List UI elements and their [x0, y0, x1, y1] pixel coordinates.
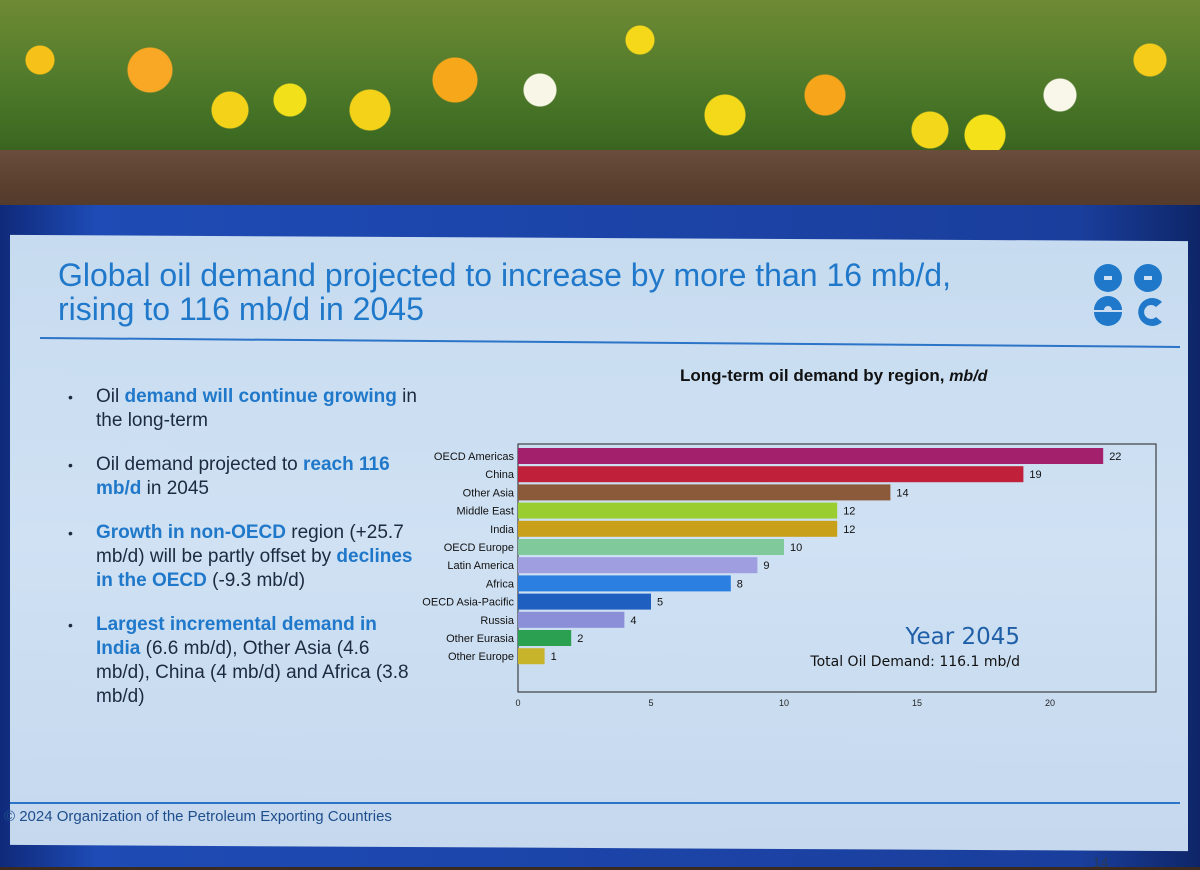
bullet-text: Oil [96, 386, 125, 407]
bullet-text: in the long-term [96, 386, 417, 431]
bar [518, 557, 758, 574]
chart-title: Long-term oil demand by region, mb/d [680, 366, 987, 386]
bullet-dot: • [68, 389, 73, 405]
bullet-highlight: declines in the OECD [96, 546, 413, 591]
value-label: 22 [1109, 451, 1121, 463]
bar [518, 648, 545, 665]
value-label: 2 [577, 633, 583, 645]
x-tick-label: 20 [1045, 698, 1055, 708]
category-label: Other Asia [463, 487, 515, 499]
category-label: Russia [480, 615, 515, 627]
page-number: 14 [1093, 854, 1109, 870]
category-label: Other Europe [448, 651, 514, 663]
bar [518, 520, 838, 537]
category-label: India [490, 524, 515, 536]
opec-logo-icon [1094, 264, 1162, 326]
value-label: 19 [1029, 469, 1041, 481]
value-label: 8 [737, 578, 743, 590]
bar [518, 575, 731, 592]
slide-title: Global oil demand projected to increase … [58, 258, 1058, 326]
year-annotation: Year 2045 [904, 624, 1020, 650]
bullet-item: • Oil demand will continue growing in th… [60, 385, 420, 433]
bar [518, 593, 651, 610]
bullet-text: (6.6 mb/d), Other Asia (4.6 mb/d), China… [96, 638, 409, 707]
bullet-text: Oil demand projected to [96, 454, 304, 475]
bullet-dot: • [68, 617, 73, 633]
bullet-highlight: Largest incremental demand in India [96, 614, 377, 659]
bar [518, 611, 625, 628]
value-label: 12 [843, 506, 855, 518]
slide-title-line1: Global oil demand projected to increase … [58, 257, 951, 293]
bullet-highlight: demand will continue growing [124, 386, 397, 407]
footer-divider [10, 802, 1180, 804]
category-label: OECD Americas [434, 451, 515, 463]
bullet-dot: • [68, 525, 73, 541]
bullet-highlight: Growth in non-OECD [96, 522, 286, 543]
bullet-text: in 2045 [141, 478, 210, 499]
x-tick-label: 10 [779, 698, 789, 708]
category-label: OECD Asia-Pacific [422, 597, 514, 609]
category-label: Other Eurasia [446, 633, 515, 645]
bullet-text: (-9.3 mb/d) [206, 570, 306, 591]
category-label: OECD Europe [444, 542, 514, 554]
bar [518, 484, 891, 501]
value-label: 9 [763, 560, 769, 572]
bar [518, 539, 784, 555]
x-tick-label: 5 [648, 698, 653, 708]
value-label: 5 [657, 597, 663, 609]
bar [518, 448, 1104, 464]
category-label: Middle East [457, 506, 514, 518]
bar [518, 502, 838, 519]
bar [518, 630, 572, 646]
category-label: China [485, 469, 515, 481]
bullet-item: • Largest incremental demand in India (6… [60, 613, 420, 709]
copyright-footer: © 2024 Organization of the Petroleum Exp… [4, 808, 392, 825]
value-label: 10 [790, 542, 802, 554]
bullet-dot: • [68, 457, 73, 473]
x-tick-label: 0 [515, 698, 520, 708]
category-label: Latin America [447, 560, 515, 572]
bullet-text: region (+25.7 mb/d) will be partly offse… [96, 522, 404, 567]
bullet-item: • Growth in non-OECD region (+25.7 mb/d)… [60, 521, 420, 593]
value-label: 4 [630, 615, 636, 627]
category-label: Africa [486, 578, 515, 590]
total-annotation: Total Oil Demand: 116.1 mb/d [809, 654, 1020, 670]
bar [518, 466, 1024, 483]
chart-title-unit: mb/d [949, 368, 988, 385]
slide-title-line2: rising to 116 mb/d in 2045 [58, 291, 424, 327]
value-label: 1 [551, 651, 557, 663]
x-tick-label: 15 [912, 698, 922, 708]
bullet-highlight: reach 116 mb/d [96, 454, 390, 499]
value-label: 14 [896, 487, 908, 499]
bullet-item: • Oil demand projected to reach 116 mb/d… [60, 453, 420, 501]
value-label: 12 [843, 524, 855, 536]
bullet-list: • Oil demand will continue growing in th… [60, 385, 420, 729]
chart-title-text: Long-term oil demand by region, [680, 366, 945, 385]
